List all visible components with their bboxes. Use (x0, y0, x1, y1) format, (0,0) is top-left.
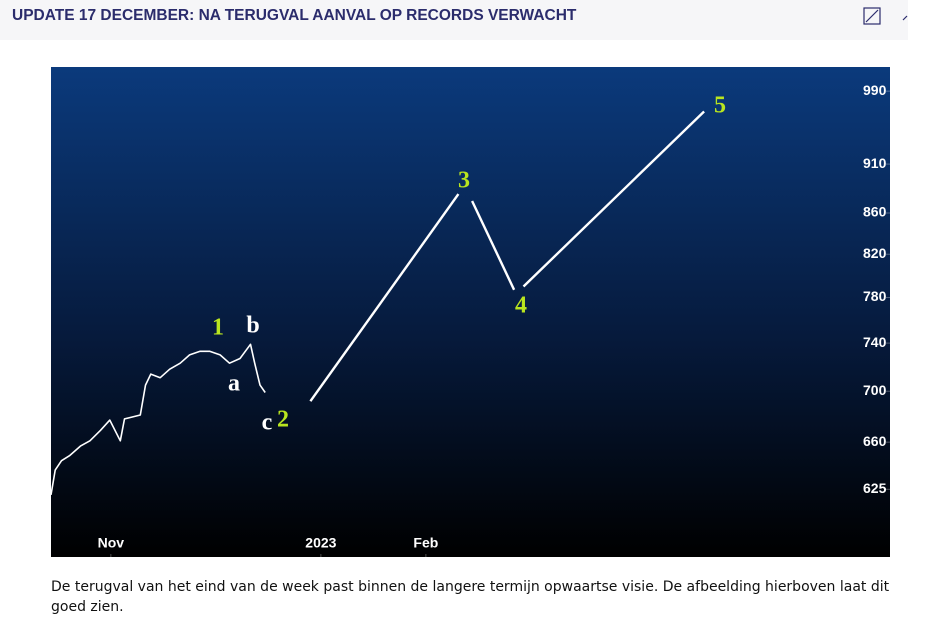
wave-label: b (246, 313, 259, 339)
y-tick-label: 910 (863, 155, 887, 171)
expand-icon[interactable] (863, 7, 881, 25)
y-tick-label: 780 (863, 288, 887, 304)
header-title: UPDATE 17 DECEMBER: NA TERUGVAL AANVAL O… (12, 7, 577, 24)
y-tick-label: 860 (863, 204, 887, 220)
caption: De terugval van het eind van de week pas… (51, 579, 890, 615)
series-line (51, 343, 266, 496)
wave-label: 3 (458, 168, 470, 194)
wave-label: a (228, 371, 240, 397)
chart: 625 660 700 740 780 820 860 910 990 Nov 2023 Feb 1 b a… (51, 67, 890, 557)
header: UPDATE 17 DECEMBER: NA TERUGVAL AANVAL O… (0, 0, 908, 40)
y-tick-label: 740 (863, 334, 887, 350)
x-tick-label: 2023 (305, 535, 336, 551)
header-icons[interactable] (860, 5, 908, 31)
wave-label: 1 (212, 315, 224, 341)
chart-background (51, 67, 890, 557)
y-tick-label: 990 (863, 82, 887, 98)
y-tick-label: 700 (863, 382, 887, 398)
wave-label: 5 (714, 93, 726, 119)
expand-icon-line (865, 9, 879, 23)
y-tick-label: 625 (863, 480, 887, 496)
wave-label: 4 (515, 293, 527, 319)
series-line (309, 110, 705, 402)
wave-label: 2 (277, 407, 289, 433)
x-tick-label: Nov (98, 535, 125, 551)
x-tick-label: Feb (413, 535, 438, 551)
collapse-icon[interactable] (902, 15, 908, 21)
y-tick-label: 660 (863, 433, 887, 449)
y-tick-label: 820 (863, 245, 887, 261)
wave-label: c (262, 410, 273, 436)
